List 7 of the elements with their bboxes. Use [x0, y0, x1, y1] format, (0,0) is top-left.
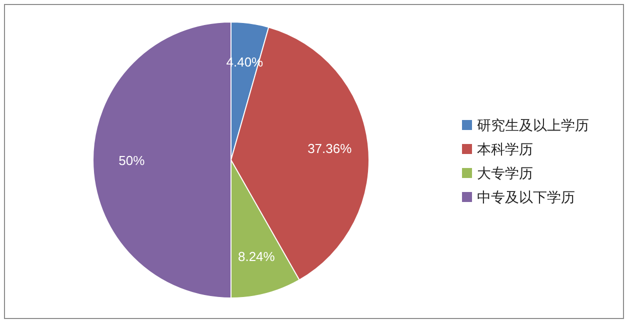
legend-label: 研究生及以上学历	[477, 117, 589, 133]
data-label: 37.36%	[308, 141, 352, 156]
data-label: 50%	[118, 153, 146, 168]
legend-label: 大专学历	[477, 165, 533, 181]
legend-label: 本科学历	[477, 141, 533, 157]
data-label: 8.24%	[238, 249, 276, 264]
legend-label: 中专及以下学历	[477, 189, 575, 205]
